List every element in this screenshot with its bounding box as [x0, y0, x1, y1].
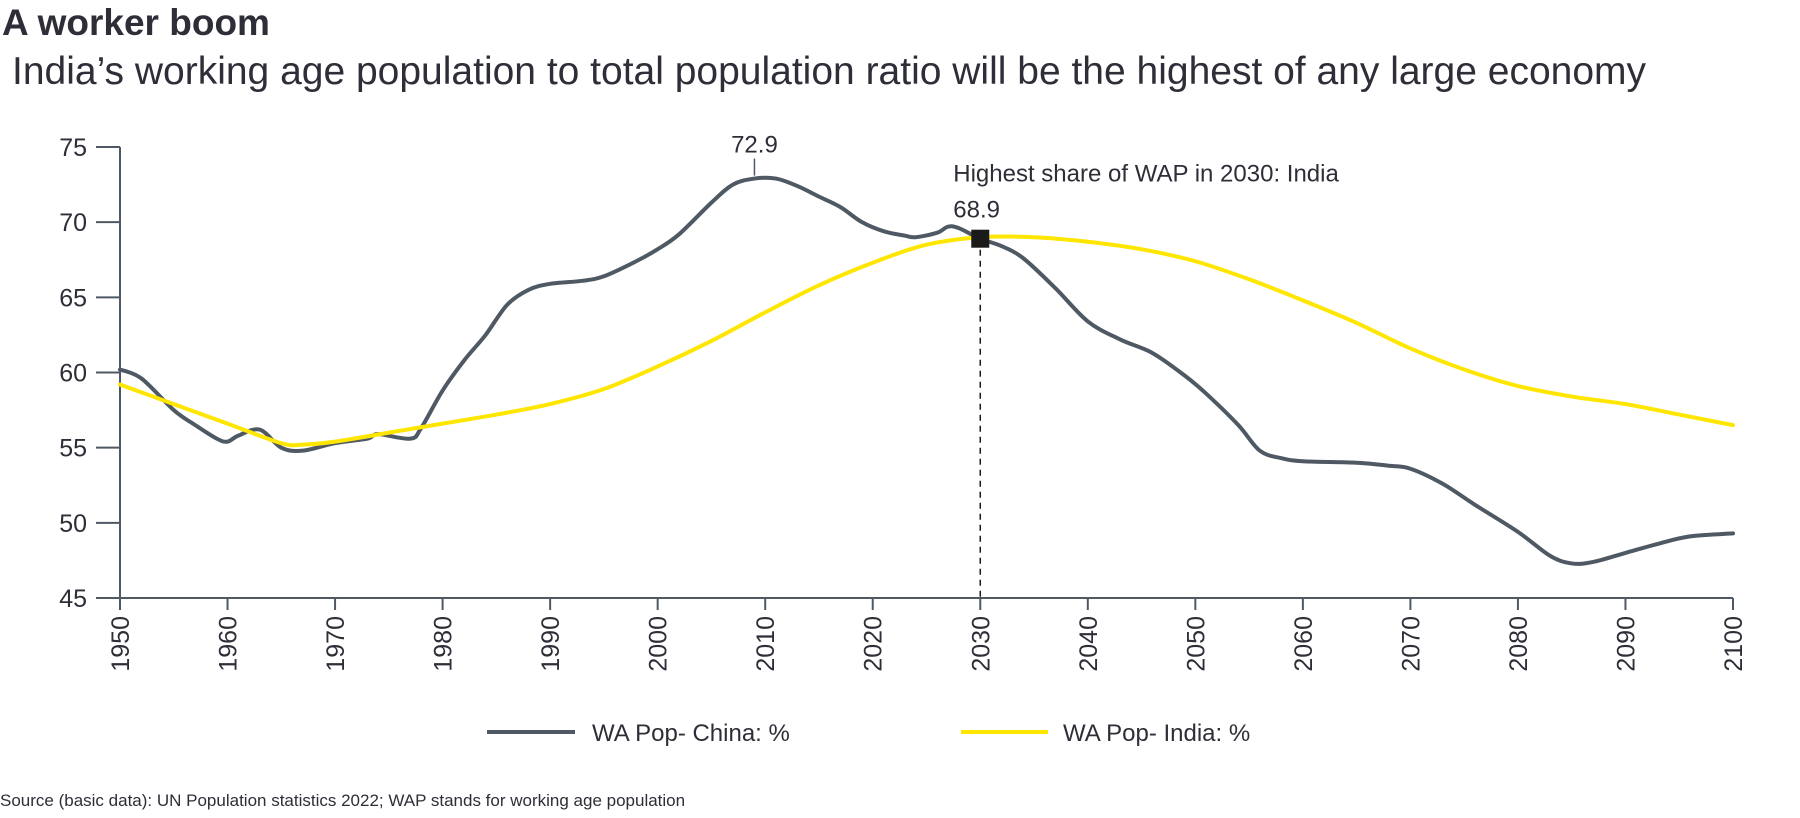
x-tick-label: 2010	[752, 616, 780, 672]
annotations: 72.9 68.9 Highest share of WAP in 2030: …	[731, 132, 1339, 598]
y-tick-label: 75	[59, 134, 87, 162]
y-tick-label: 55	[59, 435, 87, 463]
y-tick-label: 60	[59, 360, 87, 388]
marker-value-label: 68.9	[953, 197, 1000, 224]
y-tick-label: 45	[59, 585, 87, 613]
x-tick-label: 1980	[430, 616, 458, 672]
square-marker	[971, 229, 990, 248]
x-tick-label: 2030	[967, 616, 995, 672]
legend-label-china: WA Pop- China: %	[592, 720, 790, 747]
chart-title: A worker boom	[2, 2, 270, 43]
y-tick-label: 65	[59, 284, 87, 312]
x-tick-label: 1970	[322, 616, 350, 672]
x-tick-label: 2070	[1397, 616, 1425, 672]
axes: 45 50 55 60 65 70 75 1950 1960 1970 1980 1990 2000 20…	[59, 134, 1748, 672]
x-tick-label: 1990	[537, 616, 565, 672]
x-tick-label: 2000	[645, 616, 673, 672]
chart-subtitle: India’s working age population to total …	[12, 50, 1647, 93]
x-tick-label: 2100	[1720, 616, 1748, 672]
series-lines	[118, 175, 1735, 566]
x-tick-label: 1960	[215, 616, 243, 672]
callout-text: Highest share of WAP in 2030: India	[953, 161, 1339, 188]
source-note: Source (basic data): UN Population stati…	[0, 791, 686, 810]
peak-label: 72.9	[731, 132, 778, 159]
x-tick-label: 2020	[860, 616, 888, 672]
x-tick-label: 2080	[1505, 616, 1533, 672]
y-tick-label: 70	[59, 209, 87, 237]
x-tick-label: 2090	[1612, 616, 1640, 672]
x-tick-label: 2050	[1182, 616, 1210, 672]
x-tick-label: 2040	[1075, 616, 1103, 672]
x-tick-label: 1950	[107, 616, 135, 672]
y-tick-label: 50	[59, 510, 87, 538]
series-line-india	[118, 234, 1735, 448]
legend: WA Pop- China: % WA Pop- India: %	[487, 720, 1250, 747]
x-tick-label: 2060	[1290, 616, 1318, 672]
series-line-china	[118, 175, 1735, 566]
legend-label-india: WA Pop- India: %	[1063, 720, 1250, 747]
